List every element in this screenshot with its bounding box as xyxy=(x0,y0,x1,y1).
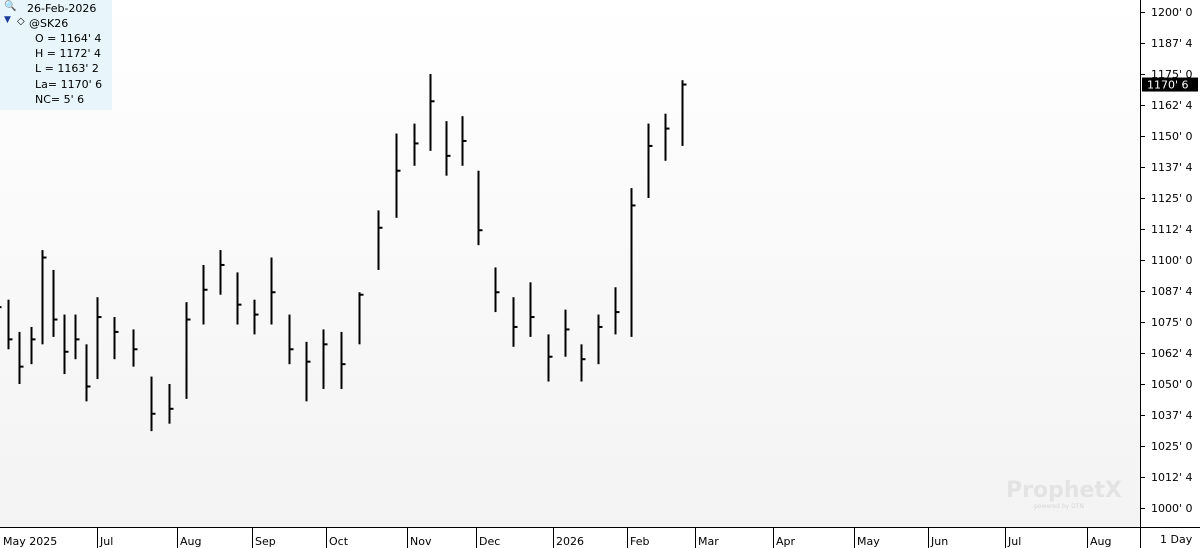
price-bar xyxy=(413,123,419,166)
high-value: H = 1172' 4 xyxy=(35,47,101,60)
price-bar xyxy=(664,113,670,161)
x-tick-label: Jun xyxy=(930,535,948,548)
y-tick-label: 1062' 4 xyxy=(1151,347,1193,360)
price-bar xyxy=(429,74,435,151)
x-tick-label: Apr xyxy=(776,535,796,548)
y-tick-label: 1187' 4 xyxy=(1151,37,1193,50)
y-tick-label: 1012' 4 xyxy=(1151,471,1193,484)
price-bar xyxy=(74,314,80,360)
price-bar xyxy=(529,282,535,337)
x-axis: May 2025 Jul Aug Sep Oct Nov Dec 2026 Feb Mar Apr M… xyxy=(3,528,1141,548)
price-bar xyxy=(7,299,13,350)
price-bar xyxy=(288,314,294,365)
price-bar xyxy=(30,326,36,365)
plot-area[interactable] xyxy=(0,0,1140,527)
price-bar xyxy=(647,123,653,198)
y-tick-label: 1050' 0 xyxy=(1151,378,1193,391)
x-tick-label: Dec xyxy=(479,535,500,548)
last-price-marker: 1170' 6 xyxy=(1142,77,1198,92)
price-bar xyxy=(52,269,58,337)
price-bars xyxy=(0,74,687,432)
x-tick-label: May xyxy=(857,535,880,548)
price-bar xyxy=(113,317,119,360)
x-tick-label: Mar xyxy=(698,535,719,548)
y-tick-label: 1162' 4 xyxy=(1151,99,1193,112)
y-tick-label: 1150' 0 xyxy=(1151,130,1193,143)
prophetx-logo: ProphetX xyxy=(1006,478,1122,503)
price-bar xyxy=(564,309,570,357)
y-tick-label: 1075' 0 xyxy=(1151,316,1193,329)
last-price-label: 1170' 6 xyxy=(1147,79,1189,92)
price-bar xyxy=(168,384,174,424)
y-tick-label: 1087' 4 xyxy=(1151,285,1193,298)
price-bar xyxy=(96,297,102,380)
price-bar xyxy=(597,314,603,365)
price-bar xyxy=(219,250,225,295)
symbol-label: @SK26 xyxy=(29,17,69,30)
price-bar xyxy=(512,297,518,347)
quote-date: 26-Feb-2026 xyxy=(27,2,97,15)
price-bar xyxy=(681,80,687,146)
y-tick-label: 1000' 0 xyxy=(1151,502,1193,515)
price-bar xyxy=(358,292,364,345)
x-tick-label: May 2025 xyxy=(3,535,57,548)
y-tick-label: 1137' 4 xyxy=(1151,161,1193,174)
x-tick-label: 2026 xyxy=(556,535,584,548)
last-value: La= 1170' 6 xyxy=(35,78,103,91)
price-bar xyxy=(477,170,483,246)
x-tick-label: Aug xyxy=(180,535,201,548)
net-change-value: NC= 5' 6 xyxy=(35,93,85,106)
price-bar xyxy=(340,331,346,389)
price-bar xyxy=(494,267,500,313)
search-icon[interactable]: 🔍 xyxy=(4,1,17,12)
price-bar xyxy=(0,306,2,309)
price-bar xyxy=(630,188,636,337)
last-price-box xyxy=(1142,77,1198,92)
price-bar xyxy=(18,331,24,384)
x-tick-label: Feb xyxy=(630,535,649,548)
price-bar xyxy=(236,272,242,325)
timeframe-label[interactable]: 1 Day xyxy=(1160,533,1193,546)
x-tick-label: Aug xyxy=(1090,535,1111,548)
y-tick-label: 1125' 0 xyxy=(1151,192,1193,205)
price-bar xyxy=(614,287,620,335)
price-bar xyxy=(202,264,208,325)
x-tick-label: Jul xyxy=(1007,535,1021,548)
price-bar xyxy=(63,314,69,375)
price-bar xyxy=(377,210,383,270)
price-bar xyxy=(132,329,138,367)
powered-by-text: powered by DTN xyxy=(1034,503,1084,510)
low-value: L = 1163' 2 xyxy=(35,62,99,75)
y-tick-label: 1100' 0 xyxy=(1151,254,1193,267)
diamond-icon[interactable]: ◇ xyxy=(17,16,25,27)
y-tick-label: 1025' 0 xyxy=(1151,440,1193,453)
y-tick-label: 1112' 4 xyxy=(1151,223,1193,236)
y-tick-label: 1037' 4 xyxy=(1151,409,1193,422)
x-tick-label: Oct xyxy=(329,535,349,548)
price-bar xyxy=(41,250,47,345)
price-bar xyxy=(270,257,276,325)
price-bar xyxy=(395,133,401,218)
y-tick-label: 1200' 0 xyxy=(1151,6,1193,19)
price-bar xyxy=(305,341,311,402)
price-bar xyxy=(547,334,553,382)
x-tick-label: Jul xyxy=(99,535,113,548)
price-bar xyxy=(445,121,451,176)
price-bar xyxy=(85,344,91,402)
price-bar xyxy=(185,302,191,399)
triangle-down-icon[interactable]: ▼ xyxy=(4,15,11,25)
price-bar xyxy=(322,329,328,389)
quote-info-panel: 🔍 26-Feb-2026 ▼ ◇ @SK26 O = 1164' 4 H = … xyxy=(0,0,112,110)
price-bar xyxy=(253,299,259,335)
price-bar xyxy=(461,116,467,166)
price-bar xyxy=(580,344,586,382)
x-tick-label: Nov xyxy=(410,535,432,548)
x-tick-label: Sep xyxy=(255,535,276,548)
price-bar xyxy=(150,376,156,432)
open-value: O = 1164' 4 xyxy=(35,32,102,45)
